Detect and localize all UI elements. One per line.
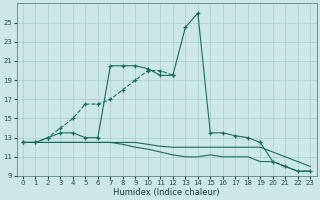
X-axis label: Humidex (Indice chaleur): Humidex (Indice chaleur) bbox=[113, 188, 220, 197]
